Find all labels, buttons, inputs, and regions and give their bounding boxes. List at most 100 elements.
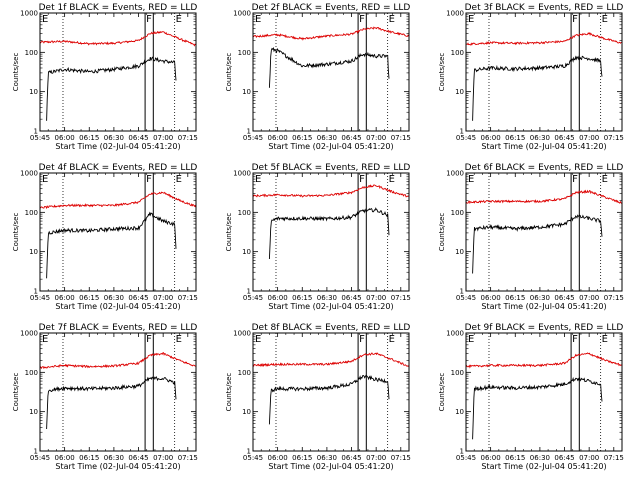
y-tick-label: 1000 (20, 330, 38, 338)
x-tick-label: 06:30 (530, 134, 550, 142)
marker-label: E (468, 174, 474, 185)
x-tick-label: 07:00 (366, 134, 386, 142)
x-tick-label: 07:00 (153, 294, 173, 302)
x-tick-label: 05:45 (30, 294, 50, 302)
x-tick-label: 07:15 (391, 294, 411, 302)
y-tick-label: 10 (29, 408, 38, 416)
y-tick-label: 100 (451, 209, 464, 217)
y-axis-label: Counts/sec (225, 213, 233, 252)
y-tick-label: 1 (460, 288, 464, 296)
lld-trace (40, 352, 196, 370)
x-tick-label: 05:45 (30, 454, 50, 462)
y-tick-label: 10 (455, 248, 464, 256)
x-tick-label: 06:00 (481, 134, 501, 142)
x-axis-label: Start Time (02-Jul-04 05:41:20) (55, 302, 180, 311)
events-trace (268, 47, 390, 88)
y-tick-label: 1 (247, 448, 251, 456)
marker-label: E (176, 174, 182, 185)
marker-label: F (359, 174, 365, 185)
plot-frame (252, 332, 410, 452)
events-trace (472, 376, 603, 440)
y-axis-label: Counts/sec (12, 373, 20, 412)
marker-label: F (146, 174, 152, 185)
x-tick-label: 07:00 (153, 454, 173, 462)
y-tick-label: 1000 (446, 170, 464, 178)
panel-title: Det 6f BLACK = Events, RED = LLD (465, 163, 624, 173)
plot-frame (39, 12, 197, 132)
x-tick-label: 06:30 (104, 454, 124, 462)
x-axis-label: Start Time (02-Jul-04 05:41:20) (55, 142, 180, 151)
x-tick-label: 06:00 (268, 294, 288, 302)
plot-frame (39, 172, 197, 292)
x-tick-label: 06:45 (128, 294, 148, 302)
x-tick-label: 07:15 (178, 454, 198, 462)
lld-trace (40, 30, 196, 47)
x-tick-label: 05:45 (243, 134, 263, 142)
x-tick-label: 07:00 (579, 134, 599, 142)
marker-label: F (572, 14, 578, 25)
x-tick-label: 07:00 (579, 454, 599, 462)
x-tick-label: 06:15 (79, 294, 99, 302)
lld-trace (253, 352, 409, 368)
x-tick-label: 06:45 (128, 134, 148, 142)
x-tick-label: 06:15 (505, 294, 525, 302)
panel-title: Det 3f BLACK = Events, RED = LLD (465, 3, 624, 13)
x-tick-label: 06:15 (292, 294, 312, 302)
y-tick-label: 100 (451, 369, 464, 377)
x-tick-label: 06:00 (268, 454, 288, 462)
y-tick-label: 1 (34, 128, 38, 136)
x-tick-label: 07:15 (604, 134, 624, 142)
events-trace (268, 374, 390, 425)
events-trace (46, 211, 177, 279)
x-tick-label: 06:45 (554, 454, 574, 462)
x-tick-label: 07:15 (604, 294, 624, 302)
x-tick-label: 06:30 (317, 294, 337, 302)
y-tick-label: 1000 (233, 330, 251, 338)
lld-trace (466, 189, 622, 205)
marker-label: F (359, 14, 365, 25)
lld-trace (253, 26, 409, 41)
marker-label: E (42, 174, 48, 185)
marker-label: F (146, 14, 152, 25)
y-tick-label: 100 (25, 369, 38, 377)
x-tick-label: 07:00 (153, 134, 173, 142)
events-trace (472, 214, 603, 274)
x-axis-label: Start Time (02-Jul-04 05:41:20) (481, 142, 606, 151)
x-tick-label: 06:00 (268, 134, 288, 142)
x-tick-label: 06:00 (55, 134, 75, 142)
y-tick-label: 10 (242, 88, 251, 96)
y-axis-label: Counts/sec (12, 53, 20, 92)
events-trace (46, 56, 177, 121)
marker-label: E (602, 174, 608, 185)
x-tick-label: 06:00 (55, 454, 75, 462)
y-tick-label: 1 (34, 288, 38, 296)
x-tick-label: 06:45 (341, 294, 361, 302)
marker-label: E (389, 174, 395, 185)
y-tick-label: 1 (247, 128, 251, 136)
y-axis-label: Counts/sec (225, 53, 233, 92)
x-tick-label: 07:15 (391, 134, 411, 142)
marker-label: F (359, 334, 365, 345)
x-tick-label: 06:15 (505, 454, 525, 462)
plot-frame (465, 12, 623, 132)
x-tick-label: 06:30 (530, 294, 550, 302)
x-tick-label: 05:45 (456, 134, 476, 142)
x-tick-label: 06:45 (341, 134, 361, 142)
x-tick-label: 06:00 (481, 454, 501, 462)
y-tick-label: 1 (460, 128, 464, 136)
marker-label: E (42, 334, 48, 345)
x-tick-label: 07:00 (366, 454, 386, 462)
y-tick-label: 10 (242, 248, 251, 256)
y-tick-label: 10 (29, 88, 38, 96)
panel-title: Det 7f BLACK = Events, RED = LLD (39, 323, 198, 333)
panel-title: Det 8f BLACK = Events, RED = LLD (252, 323, 411, 333)
y-axis-label: Counts/sec (225, 373, 233, 412)
marker-label: E (255, 14, 261, 25)
y-tick-label: 10 (455, 408, 464, 416)
